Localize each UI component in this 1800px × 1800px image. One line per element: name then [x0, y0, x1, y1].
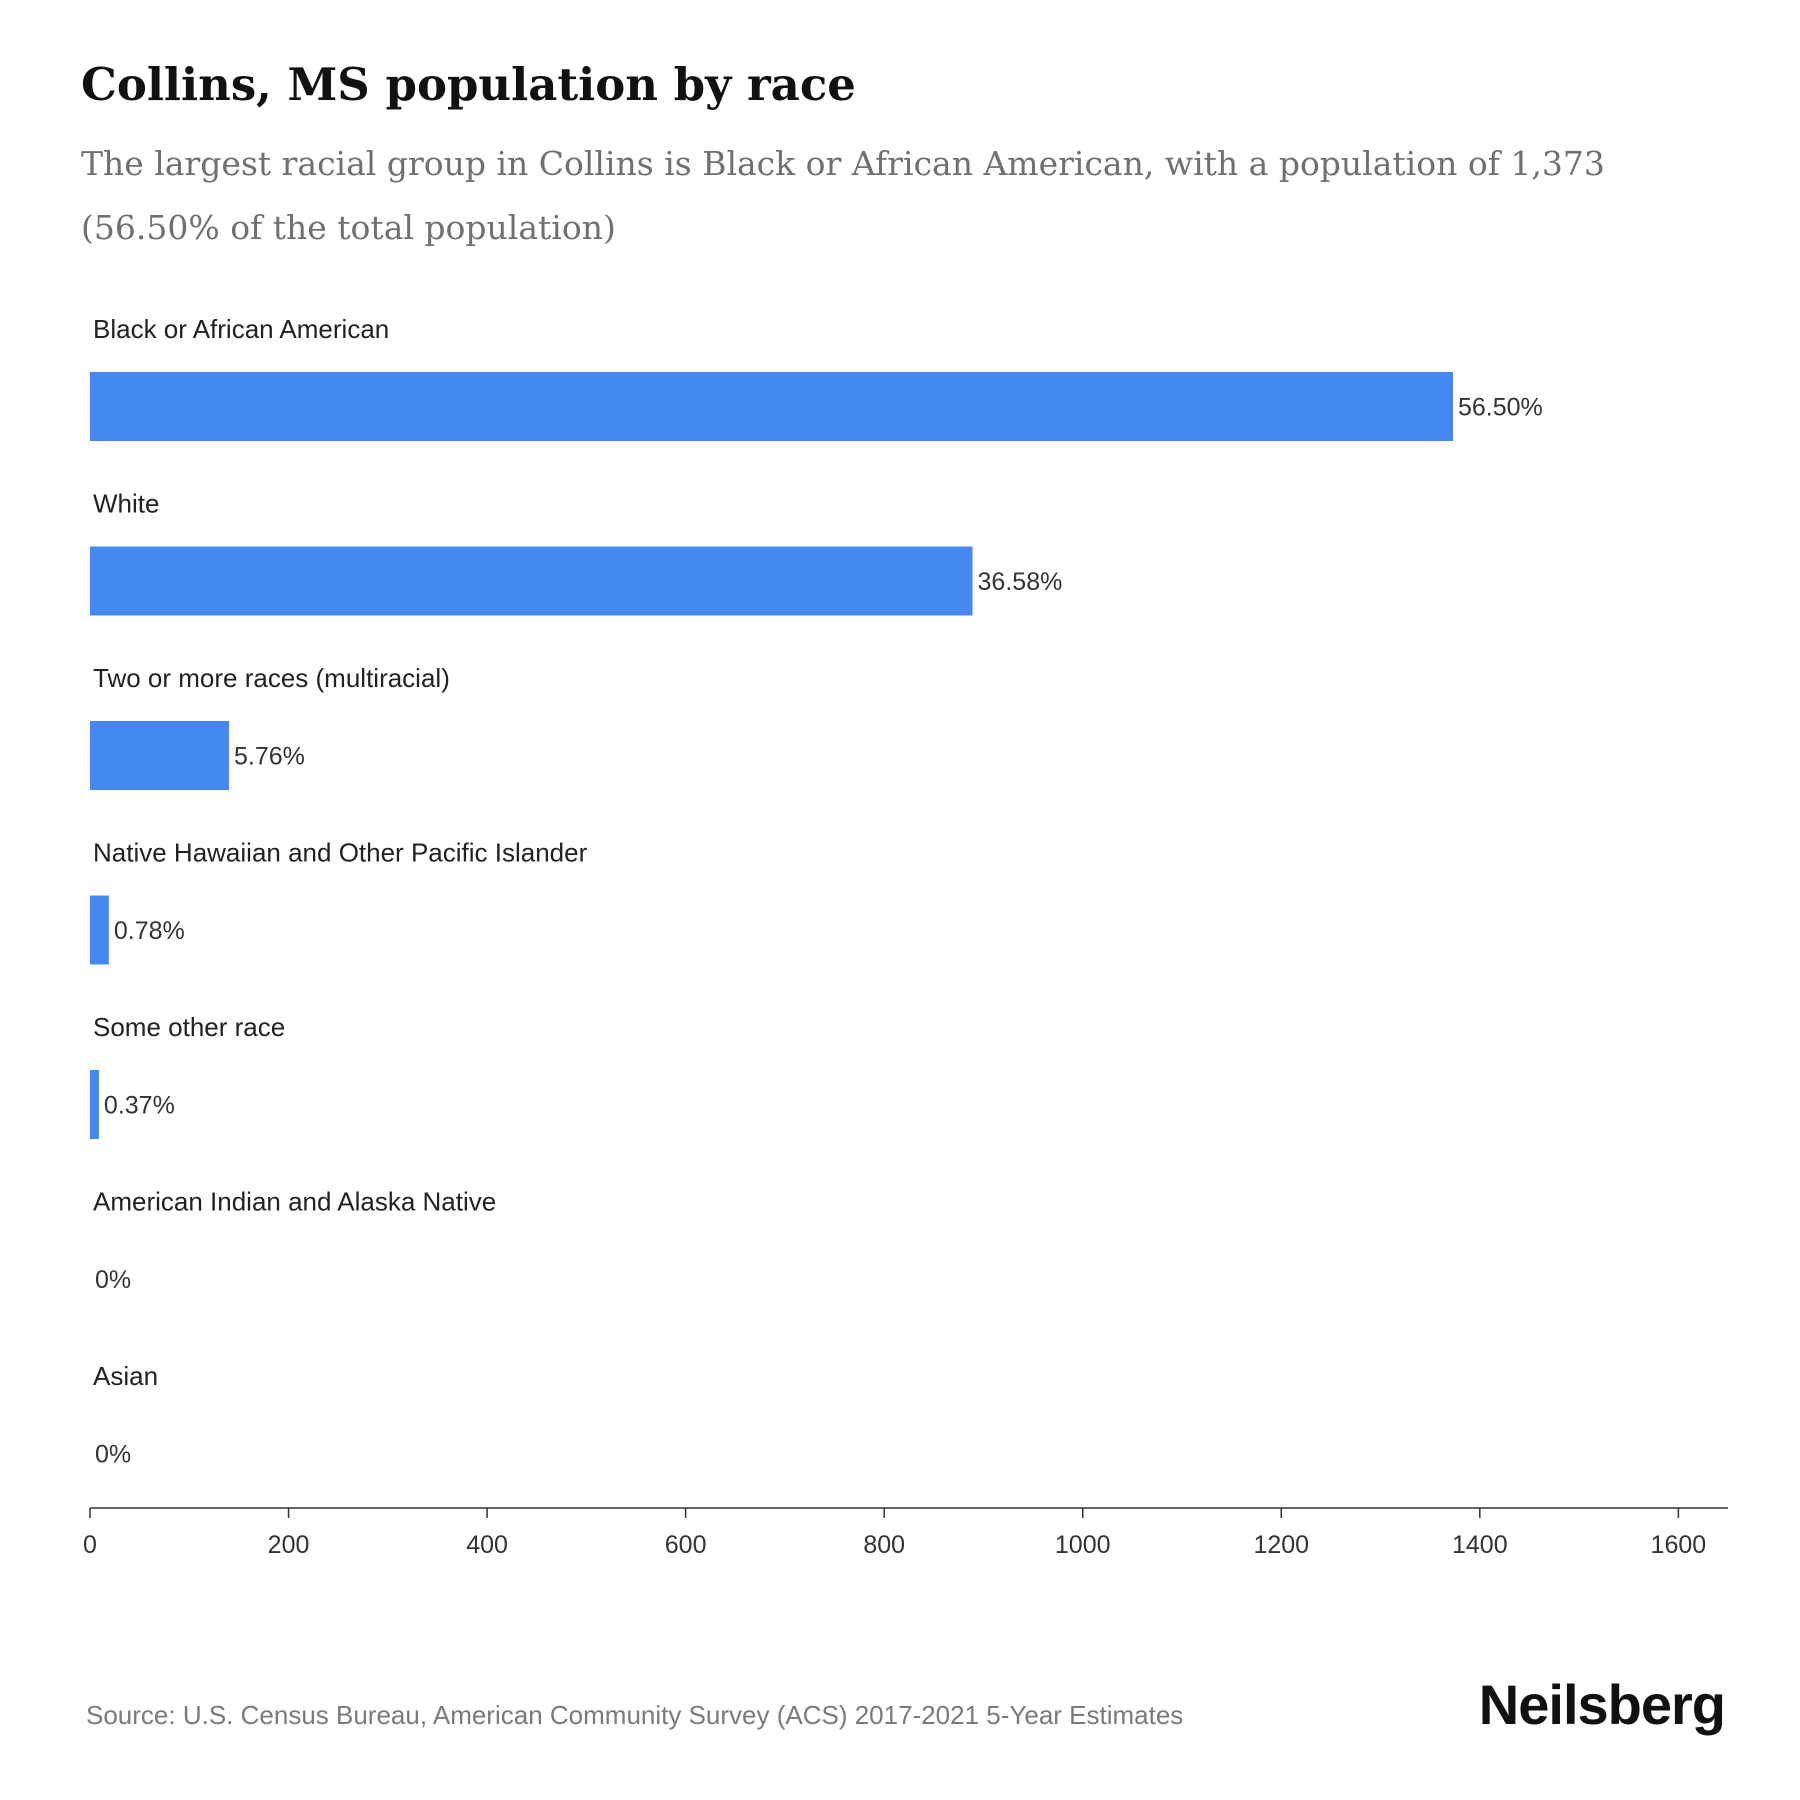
x-tick-label: 1600: [1651, 1531, 1707, 1559]
category-label: American Indian and Alaska Native: [93, 1187, 496, 1217]
value-label: 0.78%: [114, 917, 185, 945]
x-axis: 0 200 400 600 800 1000 1200 1400 1600: [83, 1507, 1728, 1559]
value-label: 36.58%: [978, 568, 1063, 596]
category-label: Black or African American: [93, 314, 389, 344]
value-label: 56.50%: [1458, 394, 1543, 422]
category-label: White: [93, 489, 159, 519]
x-tick-label: 0: [83, 1531, 97, 1559]
category-label: Native Hawaiian and Other Pacific Island…: [93, 838, 588, 868]
bar: [90, 372, 1454, 441]
chart-title: Collins, MS population by race: [81, 58, 856, 111]
category-label: Asian: [93, 1361, 158, 1391]
value-label: 0%: [95, 1441, 131, 1469]
source-note: Source: U.S. Census Bureau, American Com…: [86, 1700, 1184, 1730]
x-tick-label: 1400: [1452, 1531, 1508, 1559]
bar: [90, 721, 229, 790]
bar: [90, 546, 973, 616]
x-tick-label: 600: [665, 1531, 707, 1559]
bars-layer: Black or African American 56.50% White 36.5…: [90, 314, 1543, 1469]
category-label: Two or more races (multiracial): [93, 663, 450, 693]
bar-chart: Black or African American 56.50% White 36.5…: [83, 314, 1728, 1559]
value-label: 0.37%: [104, 1092, 175, 1120]
bar: [90, 1070, 99, 1139]
chart-subtitle: The largest racial group in Collins is B…: [81, 144, 1605, 247]
x-tick-label: 400: [466, 1531, 508, 1559]
brand-logo: Neilsberg: [1478, 1673, 1726, 1736]
x-tick-label: 1000: [1055, 1531, 1111, 1559]
x-tick-label: 200: [268, 1531, 310, 1559]
value-label: 5.76%: [234, 743, 305, 771]
category-label: Some other race: [93, 1012, 285, 1042]
x-tick-label: 800: [863, 1531, 905, 1559]
value-label: 0%: [95, 1266, 131, 1294]
x-tick-label: 1200: [1253, 1531, 1309, 1559]
bar: [90, 895, 109, 965]
